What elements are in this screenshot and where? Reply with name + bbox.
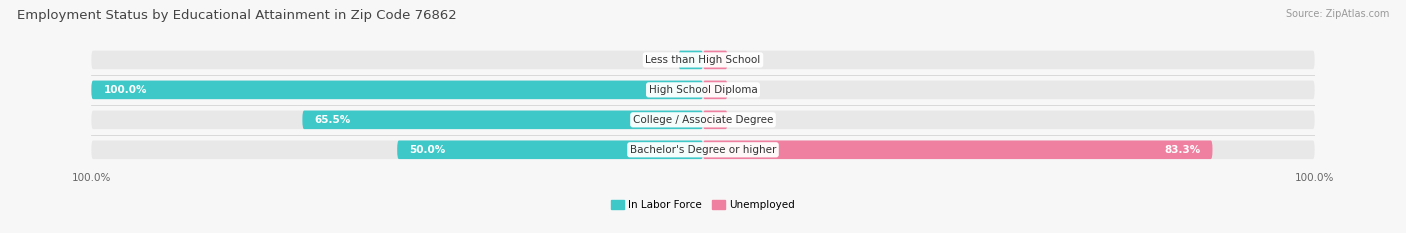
Text: Bachelor's Degree or higher: Bachelor's Degree or higher — [630, 145, 776, 155]
Text: 65.5%: 65.5% — [315, 115, 352, 125]
FancyBboxPatch shape — [91, 81, 1315, 99]
Text: College / Associate Degree: College / Associate Degree — [633, 115, 773, 125]
FancyBboxPatch shape — [91, 51, 1315, 69]
Text: Less than High School: Less than High School — [645, 55, 761, 65]
FancyBboxPatch shape — [398, 140, 703, 159]
Text: 100.0%: 100.0% — [104, 85, 148, 95]
Text: 0.0%: 0.0% — [734, 85, 759, 95]
Text: High School Diploma: High School Diploma — [648, 85, 758, 95]
FancyBboxPatch shape — [91, 110, 1315, 129]
Text: 0.0%: 0.0% — [734, 55, 759, 65]
Text: 83.3%: 83.3% — [1164, 145, 1201, 155]
FancyBboxPatch shape — [679, 51, 703, 69]
Text: 50.0%: 50.0% — [409, 145, 446, 155]
FancyBboxPatch shape — [703, 140, 1212, 159]
Text: Employment Status by Educational Attainment in Zip Code 76862: Employment Status by Educational Attainm… — [17, 9, 457, 22]
FancyBboxPatch shape — [91, 140, 1315, 159]
FancyBboxPatch shape — [703, 110, 727, 129]
FancyBboxPatch shape — [91, 81, 703, 99]
Legend: In Labor Force, Unemployed: In Labor Force, Unemployed — [612, 200, 794, 210]
Text: 0.0%: 0.0% — [647, 55, 672, 65]
Text: Source: ZipAtlas.com: Source: ZipAtlas.com — [1285, 9, 1389, 19]
FancyBboxPatch shape — [302, 110, 703, 129]
FancyBboxPatch shape — [703, 81, 727, 99]
Text: 0.0%: 0.0% — [734, 115, 759, 125]
FancyBboxPatch shape — [703, 51, 727, 69]
